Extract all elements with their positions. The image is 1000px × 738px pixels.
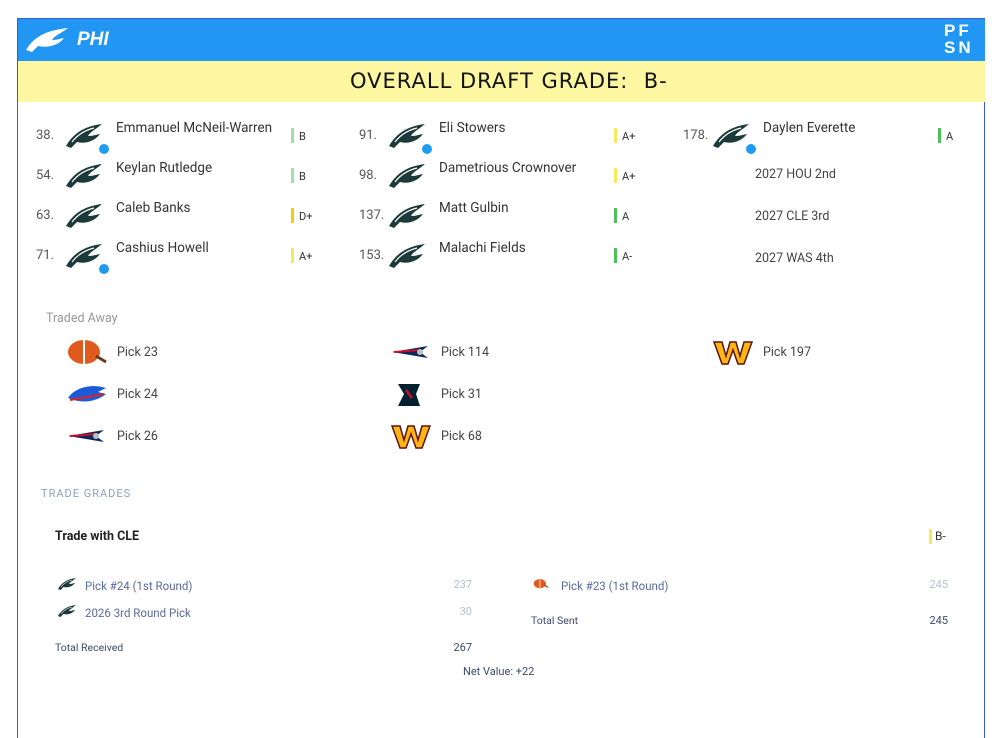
player-grade: B — [299, 170, 306, 183]
player-name: Caleb Banks — [116, 200, 191, 216]
eagle-icon — [389, 164, 425, 188]
grade-bar — [614, 208, 617, 223]
grade-bar — [614, 168, 617, 183]
grade-bar — [291, 248, 294, 263]
eagle-icon — [389, 124, 425, 148]
player-name: Matt Gulbin — [439, 200, 509, 216]
badge — [745, 143, 757, 155]
traded-pick: Pick 68 — [441, 429, 482, 444]
asset: 2026 3rd Round Pick — [85, 606, 191, 620]
grade-bar — [614, 248, 617, 263]
traded-pick: Pick 114 — [441, 345, 489, 360]
card — [17, 18, 985, 738]
brand-logo: PFSN — [944, 21, 974, 57]
eagle-logo — [26, 28, 68, 52]
player-name: Eli Stowers — [439, 120, 506, 136]
future-pick: 2027 CLE 3rd — [755, 209, 830, 224]
player-grade: B — [299, 130, 306, 143]
traded-pick: Pick 24 — [117, 387, 158, 402]
grade-bar — [614, 128, 617, 143]
trade-title: Trade with CLE — [55, 529, 140, 544]
team-logo — [390, 425, 432, 449]
player-grade: A+ — [622, 130, 636, 143]
eagle-icon — [713, 124, 749, 148]
pick-number: 91. — [359, 128, 378, 143]
eagle-icon — [389, 204, 425, 228]
eagle-icon — [58, 605, 76, 617]
overall-grade: B- — [643, 69, 668, 93]
future-pick: 2027 HOU 2nd — [755, 167, 836, 182]
total-value: 245 — [929, 614, 948, 627]
asset: Pick #24 (1st Round) — [85, 579, 193, 593]
team-code: PHI — [77, 29, 109, 50]
pick-number: 54. — [36, 168, 55, 183]
traded-pick: Pick 23 — [117, 345, 158, 360]
grade-bar — [291, 208, 294, 223]
eagle-icon — [66, 164, 102, 188]
team-logo — [68, 386, 106, 402]
grade-bar — [291, 128, 294, 143]
team-logo — [398, 384, 420, 406]
traded-pick: Pick 197 — [763, 345, 811, 360]
player-grade: A — [946, 130, 954, 143]
pick-number: 137. — [359, 208, 385, 223]
asset-value: 30 — [459, 605, 472, 618]
asset-value: 245 — [929, 578, 948, 591]
team-logo — [392, 346, 428, 358]
section-label: TRADE GRADES — [41, 487, 132, 500]
header-bar — [18, 19, 985, 61]
team-logo — [712, 341, 754, 365]
section-label: Traded Away — [46, 311, 118, 326]
badge — [421, 143, 433, 155]
total-label: Total Sent — [531, 614, 579, 627]
player-grade: D+ — [299, 210, 313, 223]
eagle-icon — [389, 244, 425, 268]
badge — [98, 143, 110, 155]
trade-grade: B- — [935, 529, 946, 543]
future-pick: 2027 WAS 4th — [755, 251, 834, 266]
title-text: OVERALL DRAFT GRADE: — [350, 69, 629, 93]
player-name: Cashius Howell — [116, 240, 209, 256]
title: OVERALL DRAFT GRADE: B- — [350, 69, 668, 93]
pick-number: 178. — [683, 128, 709, 143]
grade-bar — [929, 529, 932, 544]
traded-pick: Pick 31 — [441, 387, 482, 402]
eagle-icon — [66, 204, 102, 228]
grade-bar — [938, 128, 941, 143]
eagle-icon — [66, 124, 102, 148]
pick-number: 38. — [36, 128, 55, 143]
player-name: Daylen Everette — [763, 120, 856, 136]
player-name: Dametrious Crownover — [439, 160, 577, 176]
team-logo — [68, 340, 107, 364]
traded-pick: Pick 26 — [117, 429, 158, 444]
player-name: Emmanuel McNeil-Warren — [116, 120, 273, 136]
player-grade: A+ — [299, 250, 313, 263]
eagle-icon — [58, 578, 76, 590]
page: PHI PFSN OVERALL DRAFT GRADE: B- 38. Emma… — [17, 18, 985, 738]
team-logo — [533, 579, 549, 589]
player-grade: A- — [622, 250, 633, 263]
pick-number: 153. — [359, 248, 385, 263]
eagle-icon — [66, 244, 102, 268]
asset-value: 237 — [453, 578, 472, 591]
total-label: Total Received — [55, 641, 124, 654]
player-name: Keylan Rutledge — [116, 160, 213, 176]
grade-bar — [291, 168, 294, 183]
total-value: 267 — [453, 641, 472, 654]
pick-number: 63. — [36, 208, 55, 223]
player-grade: A — [622, 210, 630, 223]
grade-band — [18, 61, 985, 102]
pick-number: 98. — [359, 168, 378, 183]
asset: Pick #23 (1st Round) — [561, 579, 669, 593]
net-value: Net Value: +22 — [463, 665, 535, 678]
player-name: Malachi Fields — [439, 240, 526, 256]
team-logo — [68, 430, 104, 442]
player-grade: A+ — [622, 170, 636, 183]
pick-number: 71. — [36, 248, 55, 263]
badge — [98, 263, 110, 275]
